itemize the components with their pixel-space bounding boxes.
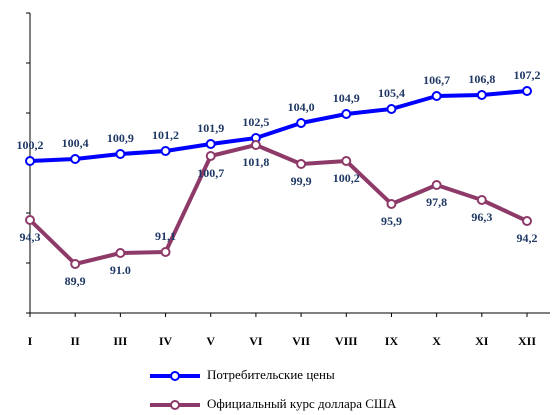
x-tick-label: II — [71, 334, 81, 348]
point — [431, 180, 442, 190]
point — [296, 159, 307, 169]
value-label: 100,2 — [17, 138, 44, 152]
point — [205, 151, 216, 161]
x-tick-label: III — [113, 334, 127, 348]
value-label: 107,2 — [514, 68, 541, 82]
series-line — [29, 89, 528, 163]
point — [25, 156, 35, 166]
value-label: 96,3 — [471, 210, 492, 224]
x-tick-label: XI — [475, 334, 489, 348]
value-label: 100,4 — [62, 136, 89, 150]
point — [476, 195, 487, 205]
point — [522, 86, 532, 96]
value-label: 94,3 — [20, 230, 41, 244]
x-tick-label: X — [432, 334, 441, 348]
value-label: 99,9 — [291, 174, 312, 188]
series-line — [28, 143, 528, 266]
value-label: 106,7 — [423, 73, 450, 87]
value-label: 106,8 — [468, 72, 495, 86]
value-label: 91.0 — [110, 263, 131, 277]
value-label: 95,9 — [381, 214, 402, 228]
point — [386, 104, 397, 114]
value-label: 94,2 — [517, 231, 538, 245]
value-label: 100,2 — [333, 171, 360, 185]
value-label: 101,8 — [242, 155, 269, 169]
legend-marker — [170, 371, 180, 381]
legend-label: Официальный курс доллара США — [207, 396, 397, 411]
point — [386, 199, 397, 209]
value-label: 101,9 — [197, 121, 224, 135]
point — [160, 146, 171, 156]
point — [476, 90, 487, 100]
value-label: 100,9 — [107, 131, 134, 145]
x-tick-label: IX — [385, 334, 399, 348]
point — [250, 140, 261, 150]
x-tick-label: VI — [249, 334, 263, 348]
point — [341, 109, 352, 119]
value-label: 97,8 — [426, 195, 447, 209]
x-tick-label: VII — [292, 334, 310, 348]
value-label: 89,9 — [65, 274, 86, 288]
point — [431, 91, 442, 101]
x-tick-label: VIII — [335, 334, 358, 348]
value-label: 101,2 — [152, 128, 179, 142]
point — [341, 156, 352, 166]
value-label: 91,1 — [155, 229, 176, 243]
x-tick-label: I — [28, 334, 33, 348]
point — [70, 259, 81, 269]
x-tick-label: IV — [159, 334, 173, 348]
x-tick-label: V — [206, 334, 215, 348]
legend-marker — [170, 400, 180, 410]
value-label: 104,9 — [333, 91, 360, 105]
point — [160, 247, 171, 257]
point — [25, 215, 35, 225]
point — [115, 149, 126, 159]
point — [115, 248, 126, 258]
point — [70, 154, 81, 164]
legend-label: Потребительские цены — [207, 367, 335, 382]
value-label: 104,0 — [288, 100, 315, 114]
point — [296, 118, 307, 128]
value-label: 102,5 — [242, 115, 269, 129]
x-tick-label: XII — [518, 334, 536, 348]
value-label: 105,4 — [378, 86, 405, 100]
point — [522, 216, 532, 226]
value-label: 100,7 — [197, 166, 224, 180]
point — [205, 139, 216, 149]
